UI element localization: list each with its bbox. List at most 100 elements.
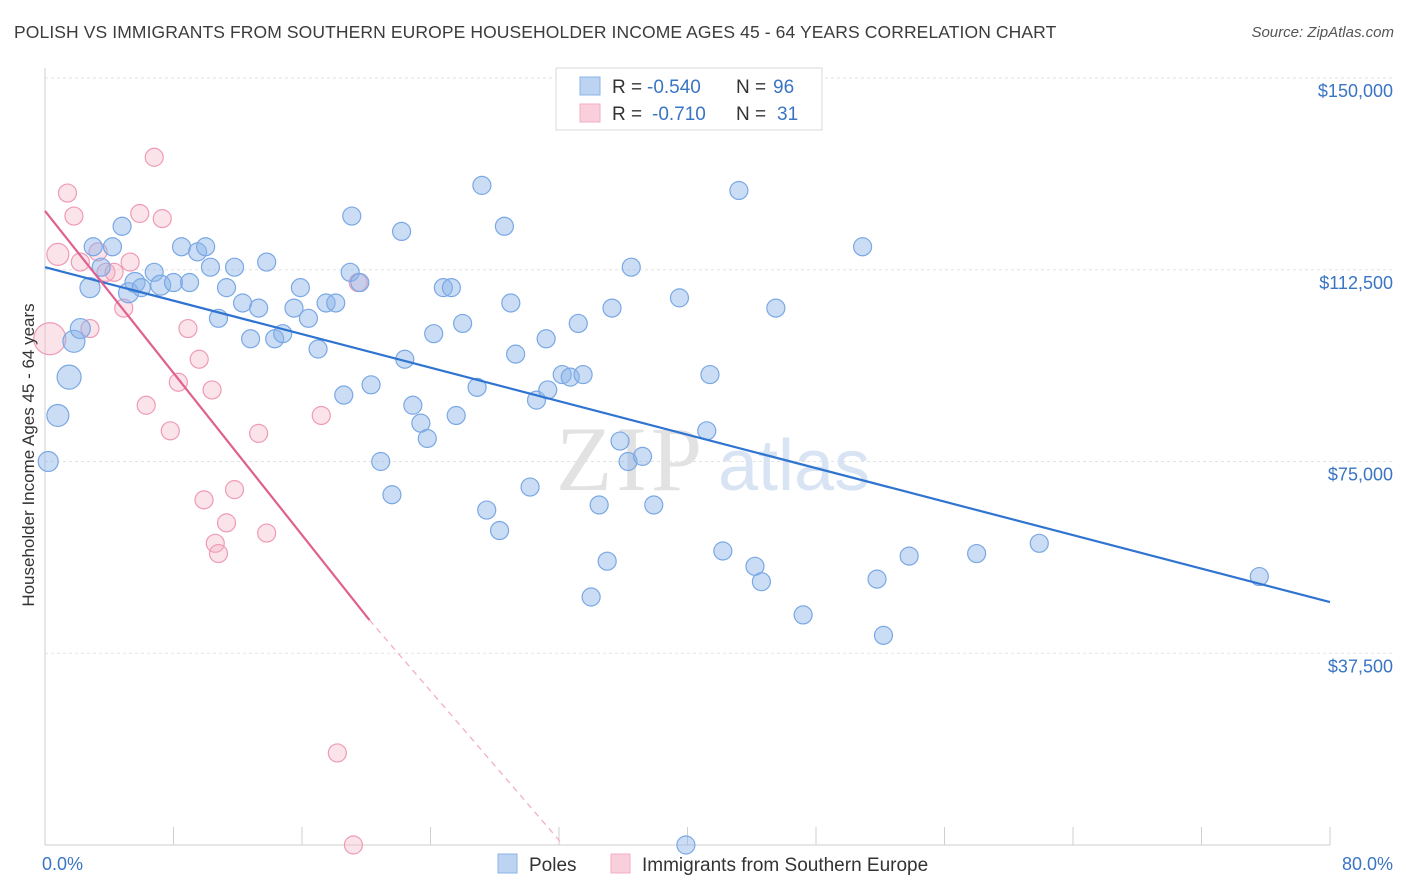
immigrants-point-12	[136, 395, 156, 415]
poles-point-69	[589, 495, 609, 515]
poles-point-29	[273, 324, 293, 344]
poles-r-value: -0.540	[647, 77, 701, 98]
x-tick-label-1: 80.0%	[1342, 854, 1393, 874]
poles-point-78	[676, 835, 696, 855]
immigrants-point-2	[57, 183, 78, 203]
poles-point-2	[56, 364, 82, 390]
poles-point-51	[446, 405, 466, 426]
poles-point-85	[766, 298, 786, 318]
poles-n-value: 96	[773, 77, 794, 98]
y-tick-label-0: $37,500	[1328, 656, 1393, 676]
poles-point-38	[350, 272, 370, 293]
poles-point-25	[241, 329, 261, 349]
poles-point-59	[506, 344, 526, 364]
poles-point-19	[196, 237, 216, 257]
immigrants-point-0	[33, 322, 67, 356]
immigrants-trend-extension	[368, 619, 564, 846]
chart-title: POLISH VS IMMIGRANTS FROM SOUTHERN EUROP…	[14, 22, 1057, 42]
immigrants-point-25	[249, 423, 269, 443]
poles-point-42	[382, 485, 402, 505]
poles-point-62	[536, 329, 556, 349]
immigrants-point-28	[327, 743, 347, 763]
immigrants-point-11	[130, 203, 150, 224]
poles-point-37	[340, 262, 360, 282]
immigrants-trend-line	[44, 210, 371, 621]
poles-point-11	[124, 271, 146, 294]
immigrants-point-17	[178, 318, 198, 339]
immigrants-point-16	[168, 372, 188, 392]
poles-point-27	[257, 252, 277, 272]
poles-point-52	[453, 313, 473, 334]
poles-trend-line	[44, 266, 1331, 604]
poles-point-26	[249, 298, 269, 318]
poles-point-40	[361, 375, 381, 395]
poles-point-53	[467, 377, 487, 397]
poles-point-3	[62, 329, 86, 353]
poles-point-86	[793, 605, 813, 625]
poles-point-6	[83, 237, 103, 257]
immigrants-point-24	[224, 480, 245, 500]
poles-point-68	[581, 587, 601, 607]
poles-point-75	[632, 446, 653, 466]
immigrants-point-19	[194, 490, 214, 510]
immigrants-point-15	[160, 421, 180, 441]
immigrants-n-label: N =	[736, 104, 766, 125]
poles-n-label: N =	[736, 77, 766, 98]
series-legend: Poles Immigrants from Southern Europe	[497, 853, 928, 876]
axes	[44, 68, 1331, 846]
poles-point-90	[899, 546, 919, 566]
legend-poles-swatch	[497, 853, 518, 874]
poles-point-56	[489, 520, 510, 541]
poles-point-77	[669, 288, 690, 308]
immigrants-swatch	[579, 103, 601, 123]
poles-point-23	[224, 257, 245, 277]
poles-point-17	[179, 272, 200, 293]
immigrants-point-1	[46, 242, 70, 267]
poles-point-74	[621, 257, 641, 277]
poles-point-89	[873, 625, 894, 645]
poles-point-57	[494, 216, 514, 236]
poles-point-4	[69, 317, 91, 340]
y-tick-label-1: $75,000	[1328, 465, 1393, 485]
poles-point-91	[967, 543, 987, 564]
immigrants-point-8	[104, 262, 124, 282]
poles-point-34	[316, 293, 336, 313]
poles-point-8	[102, 237, 123, 257]
poles-point-0	[37, 450, 59, 473]
poles-point-48	[424, 324, 444, 344]
legend-immigrants-label: Immigrants from Southern Europe	[642, 855, 928, 876]
poles-point-14	[150, 274, 172, 296]
poles-point-67	[573, 364, 593, 385]
poles-point-87	[852, 237, 873, 257]
poles-point-50	[441, 278, 461, 298]
poles-point-7	[91, 257, 111, 277]
stats-legend: R = -0.540 N = 96 R = -0.710 N = 31	[555, 67, 823, 131]
watermark-atlas: atlas	[718, 426, 870, 506]
poles-point-92	[1029, 533, 1049, 553]
poles-point-5	[79, 277, 101, 299]
poles-points	[37, 175, 1269, 855]
y-tick-labels: $37,500 $75,000 $112,500 $150,000	[1318, 81, 1393, 676]
poles-point-1	[46, 403, 70, 428]
poles-point-80	[700, 364, 720, 385]
watermark: ZIP atlas	[556, 408, 870, 510]
poles-point-43	[391, 221, 412, 241]
poles-point-82	[729, 180, 749, 201]
poles-point-66	[568, 313, 588, 334]
immigrants-point-3	[64, 206, 84, 226]
poles-point-76	[644, 495, 664, 515]
poles-point-13	[144, 262, 164, 282]
immigrants-point-21	[205, 533, 225, 553]
immigrants-point-13	[144, 147, 164, 167]
y-axis-label: Householder Income Ages 45 - 64 years	[19, 303, 38, 606]
poles-point-45	[403, 395, 423, 415]
source-label: Source: ZipAtlas.com	[1251, 24, 1394, 41]
poles-point-72	[610, 431, 630, 451]
poles-point-54	[477, 500, 497, 520]
immigrants-point-4	[70, 252, 90, 272]
legend-poles-label: Poles	[529, 855, 577, 876]
immigrants-point-18	[189, 349, 209, 369]
poles-point-70	[597, 551, 617, 571]
poles-point-71	[602, 298, 622, 318]
